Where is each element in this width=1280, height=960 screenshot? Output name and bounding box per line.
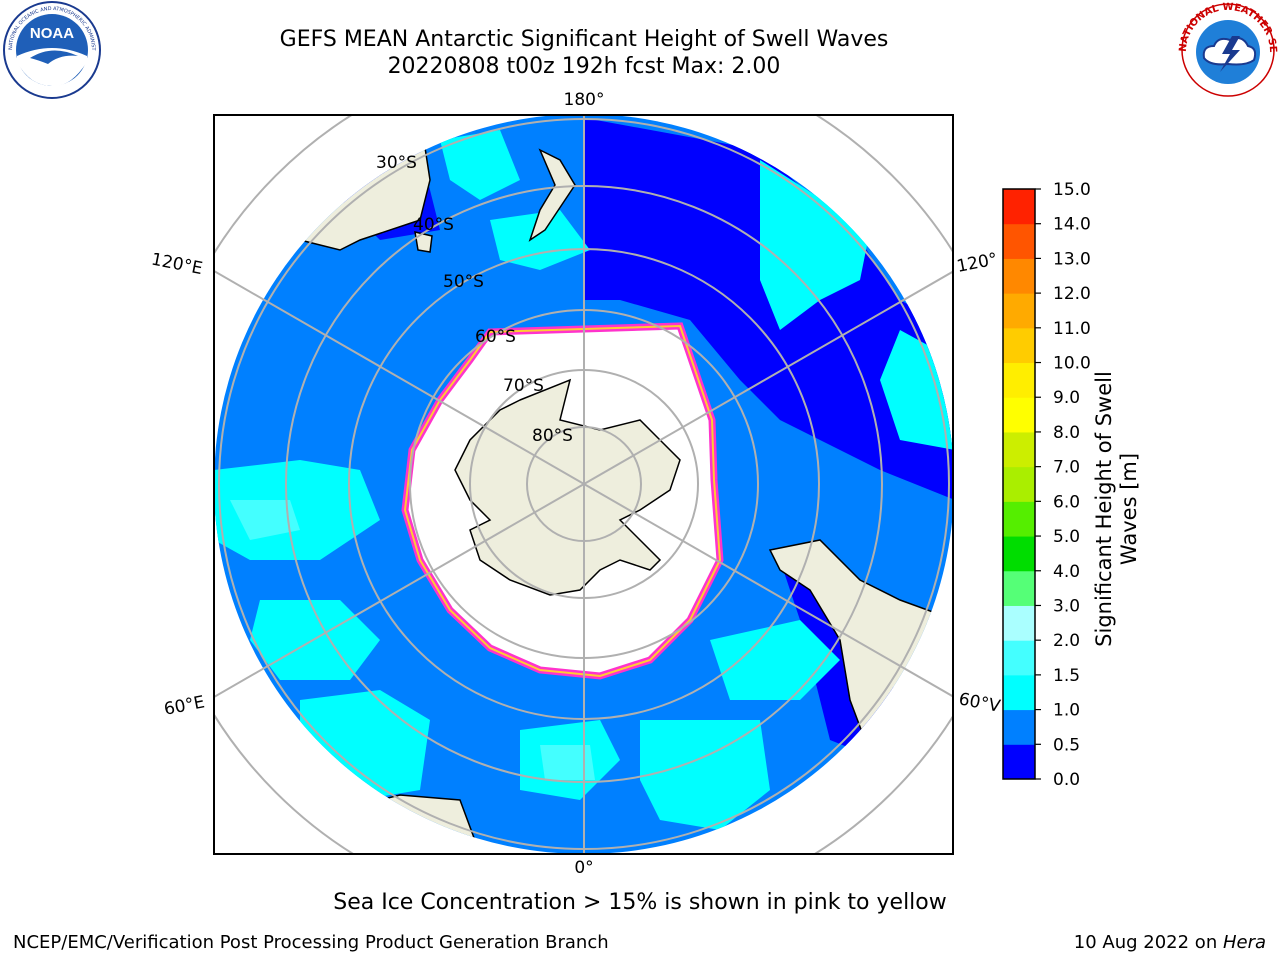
swell-region-mid <box>440 130 520 200</box>
lat-label-30s: 30°S <box>376 153 417 173</box>
colorbar-tick-label: 2.0 <box>1053 631 1080 651</box>
colorbar-tick-label: 1.5 <box>1053 666 1080 686</box>
colorbar-tick-label: 11.0 <box>1053 319 1091 339</box>
colorbar-tick-label: 7.0 <box>1053 458 1080 478</box>
colorbar-tick-label: 8.0 <box>1053 423 1080 443</box>
lat-label-80s: 80°S <box>532 426 573 446</box>
map-caption: Sea Ice Concentration > 15% is shown in … <box>333 890 947 915</box>
colorbar-segment <box>1003 466 1035 502</box>
colorbar-segment <box>1003 709 1035 745</box>
swell-region-mid <box>490 210 590 270</box>
lat-label-60s: 60°S <box>475 327 516 347</box>
colorbar-tick-label: 6.0 <box>1053 492 1080 512</box>
colorbar-tick-label: 10.0 <box>1053 354 1091 374</box>
colorbar-tick-label: 1.0 <box>1053 701 1080 721</box>
noaa-logo-text: NOAA <box>30 25 74 42</box>
map-subtitle: 20220808 t00z 192h fcst Max: 2.00 <box>387 54 781 79</box>
swell-region-high <box>540 745 595 780</box>
lat-label-70s: 70°S <box>503 376 544 396</box>
land-antarctica <box>454 378 681 596</box>
lon-label-180: 180° <box>564 90 605 110</box>
colorbar-tick-label: 0.5 <box>1053 735 1080 755</box>
colorbar-tick-label: 13.0 <box>1053 249 1091 269</box>
colorbar-segment <box>1003 293 1035 329</box>
colorbar-tick-label: 4.0 <box>1053 562 1080 582</box>
colorbar-segment <box>1003 223 1035 259</box>
lon-label-120w: 120° <box>955 249 999 276</box>
colorbar-ticks: 0.0 0.5 1.0 1.5 2.0 3.0 4.0 5.0 6.0 7.0 8.0 9.0 10.0… <box>1035 180 1091 790</box>
colorbar-tick-label: 14.0 <box>1053 215 1091 235</box>
colorbar-segment <box>1003 570 1035 606</box>
nws-logo: NATIONAL WEATHER SERVICE <box>1176 0 1278 97</box>
colorbar-tick-label: 5.0 <box>1053 527 1080 547</box>
graticule <box>214 115 953 854</box>
colorbar-segment <box>1003 536 1035 572</box>
swell-region-mid <box>760 160 870 330</box>
map-border <box>213 114 954 855</box>
lon-label-60e: 60°E <box>162 692 206 719</box>
swell-region-high <box>230 500 300 540</box>
footer-host: Hera <box>1222 932 1266 953</box>
colorbar-segment <box>1003 744 1035 780</box>
colorbar-tick-label: 9.0 <box>1053 388 1080 408</box>
noaa-logo: NOAA NATIONAL OCEANIC AND ATMOSPHERIC AD… <box>0 0 101 99</box>
colorbar-tick-label: 0.0 <box>1053 770 1080 790</box>
footer-date: 10 Aug 2022 on Hera <box>1073 932 1266 953</box>
land-new-zealand <box>528 148 576 242</box>
colorbar-segment <box>1003 640 1035 676</box>
map-title: GEFS MEAN Antarctic Significant Height o… <box>279 27 889 52</box>
colorbar-segment <box>1003 605 1035 641</box>
lat-label-40s: 40°S <box>413 215 454 235</box>
colorbar-segment <box>1003 674 1035 711</box>
colorbar-segment <box>1003 362 1035 398</box>
colorbar-label: Significant Height of Swell Waves [m] <box>1092 371 1141 647</box>
lon-label-120e: 120°E <box>150 250 205 279</box>
colorbar-tick-label: 15.0 <box>1053 180 1091 200</box>
land-tasmania <box>414 231 433 253</box>
lon-label-60w: 60°V <box>957 689 1002 717</box>
footer-credit: NCEP/EMC/Verification Post Processing Pr… <box>13 932 609 953</box>
colorbar-tick-label: 3.0 <box>1053 596 1080 616</box>
colorbar-segment <box>1003 397 1035 433</box>
lat-label-50s: 50°S <box>443 272 484 292</box>
lon-label-0: 0° <box>574 858 593 878</box>
swell-region-mid <box>640 720 770 830</box>
colorbar-segment <box>1003 327 1035 364</box>
swell-region-low <box>585 118 953 500</box>
colorbar <box>1003 189 1035 780</box>
colorbar-border <box>1002 188 1036 780</box>
colorbar-segment <box>1003 258 1035 294</box>
colorbar-tick-label: 12.0 <box>1053 284 1091 304</box>
colorbar-segment <box>1003 501 1035 537</box>
colorbar-segment <box>1003 431 1035 468</box>
colorbar-segment <box>1003 189 1035 225</box>
